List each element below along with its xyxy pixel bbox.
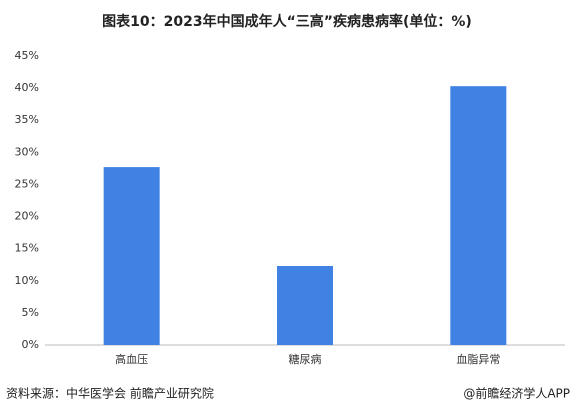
y-tick-label: 0% xyxy=(22,338,39,351)
x-tick-label: 血脂异常 xyxy=(456,352,500,366)
y-tick-label: 20% xyxy=(15,210,39,223)
y-tick-label: 40% xyxy=(15,81,39,94)
bar xyxy=(103,167,160,345)
credit: @前瞻经济学人APP xyxy=(463,386,570,401)
bar xyxy=(277,266,333,345)
chart-title: 图表10：2023年中国成年人“三高”疾病患病率(单位：%) xyxy=(102,13,472,30)
y-tick-label: 45% xyxy=(15,49,39,62)
y-tick-label: 25% xyxy=(15,177,39,190)
x-tick-label: 糖尿病 xyxy=(289,352,322,366)
y-tick-label: 35% xyxy=(15,113,39,126)
bar xyxy=(450,86,507,345)
source: 资料来源：中华医学会 前瞻产业研究院 xyxy=(6,386,214,401)
y-tick-label: 10% xyxy=(15,274,39,287)
y-tick-label: 5% xyxy=(22,306,39,319)
x-tick-label: 高血压 xyxy=(115,352,148,366)
y-tick-label: 30% xyxy=(15,145,39,158)
y-tick-label: 15% xyxy=(15,242,39,255)
